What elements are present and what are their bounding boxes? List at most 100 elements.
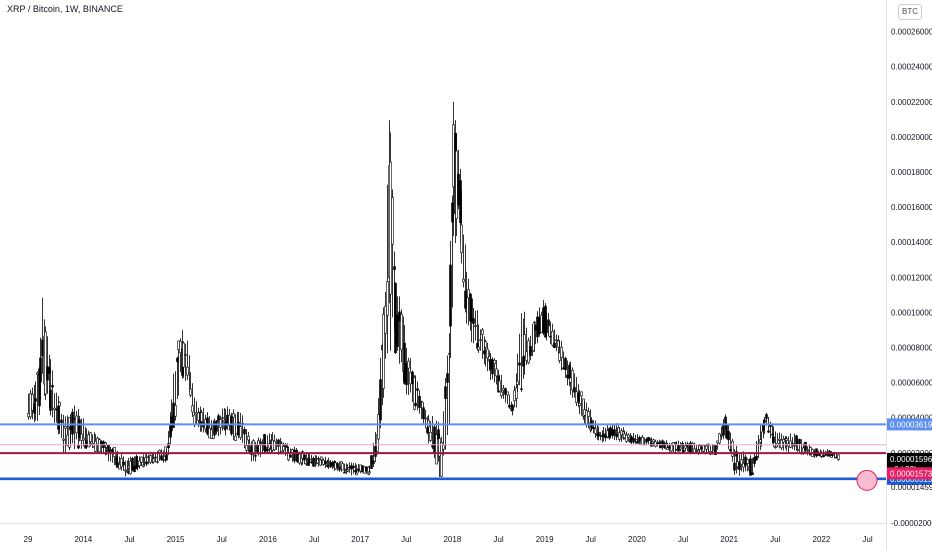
candle-body <box>179 340 182 354</box>
candle-body <box>82 437 85 441</box>
candle-body <box>206 417 209 435</box>
candle-body <box>613 429 616 435</box>
candle-body <box>804 441 807 451</box>
candle-body <box>158 450 161 453</box>
candle-body <box>336 463 339 468</box>
candle-body <box>560 346 563 359</box>
candle-body <box>312 458 315 467</box>
candle-body <box>243 428 246 435</box>
candle-body <box>551 331 554 346</box>
x-tick-label: Jul <box>493 535 503 544</box>
y-tick-label: 0.00022000 <box>891 98 932 107</box>
candle-body <box>215 420 218 432</box>
candle-body <box>377 414 380 440</box>
x-tick-label: 2018 <box>443 535 461 544</box>
candle-body <box>498 380 501 392</box>
candle-body <box>77 445 80 449</box>
x-tick-label: 2016 <box>259 535 277 544</box>
candle-body <box>659 445 662 449</box>
candle-body <box>49 389 52 411</box>
candle-body <box>69 426 72 431</box>
candle-body <box>592 427 595 430</box>
candle-body <box>547 319 550 327</box>
candle-body <box>753 457 756 464</box>
level-price-label: 0.00000515 <box>890 475 932 484</box>
candle-body <box>191 405 194 413</box>
candle-body <box>400 313 403 351</box>
candle-body <box>630 436 633 440</box>
candle-body <box>446 373 449 383</box>
candle-body <box>174 405 177 417</box>
candle-body <box>472 318 475 324</box>
candle-body <box>259 441 262 444</box>
candle-body <box>422 407 425 420</box>
candle-body <box>720 435 723 437</box>
candle-body <box>435 434 438 465</box>
candle-body <box>555 339 558 341</box>
candle-body <box>553 342 556 349</box>
x-tick-label: Jul <box>678 535 688 544</box>
candle-series <box>27 101 840 478</box>
candle-body <box>71 411 74 435</box>
candle-body <box>89 432 92 442</box>
candle-body <box>733 462 736 471</box>
candle-body <box>58 402 61 407</box>
bid-price-tag <box>887 467 932 480</box>
candle-body <box>765 414 768 419</box>
y-tick-label: 0.00018000 <box>891 168 932 177</box>
x-tick-label: 2017 <box>351 535 369 544</box>
candle-body <box>303 454 306 461</box>
candle-body <box>793 444 796 447</box>
y-tick-label: 0.00026000 <box>891 28 932 37</box>
candle-body <box>718 433 721 444</box>
candle-body <box>195 412 198 415</box>
candle-body <box>66 434 69 447</box>
candle-body <box>111 449 114 453</box>
level-price-label: 0.00003619 <box>890 420 932 429</box>
candle-body <box>731 440 734 457</box>
candle-body <box>317 458 320 460</box>
y-tick-label: 0.00024000 <box>891 63 932 72</box>
candle-body <box>722 424 725 436</box>
y-tick-label: 0.00010000 <box>891 308 932 317</box>
candle-body <box>96 437 99 445</box>
candle-body <box>247 436 250 441</box>
candle-body <box>78 419 81 438</box>
candle-body <box>129 461 132 475</box>
candle-body <box>516 380 519 385</box>
candle-body <box>140 456 143 463</box>
x-tick-label: Jul <box>309 535 319 544</box>
x-tick-label: Jul <box>401 535 411 544</box>
candle-body <box>504 388 507 395</box>
candle-body <box>282 446 285 451</box>
candle-body <box>154 456 157 459</box>
candle-body <box>254 455 257 457</box>
candle-body <box>594 428 597 434</box>
level-price-tag <box>887 418 932 431</box>
candle-body <box>136 465 139 468</box>
candle-body <box>113 446 116 457</box>
candle-body <box>531 350 534 352</box>
candle-body <box>127 465 130 469</box>
candle-body <box>444 386 447 399</box>
candle-body <box>188 371 191 374</box>
bid-price-label: 0.00001573 <box>890 469 932 478</box>
x-tick-label: 2015 <box>167 535 185 544</box>
candle-body <box>245 445 248 451</box>
candle-body <box>266 449 269 452</box>
candle-body <box>627 434 630 438</box>
candle-body <box>145 461 148 465</box>
x-tick-label: Jul <box>862 535 872 544</box>
candle-body <box>407 360 410 369</box>
currency-button[interactable]: BTC <box>898 4 922 20</box>
candle-body <box>523 334 526 357</box>
x-tick-label: Jul <box>217 535 227 544</box>
candle-body <box>416 388 419 391</box>
candle-body <box>682 449 685 453</box>
candle-body <box>217 415 220 421</box>
candle-body <box>491 359 494 375</box>
candle-body <box>751 472 754 475</box>
y-tick-label: 0.00006000 <box>891 379 932 388</box>
candle-body <box>780 439 783 449</box>
